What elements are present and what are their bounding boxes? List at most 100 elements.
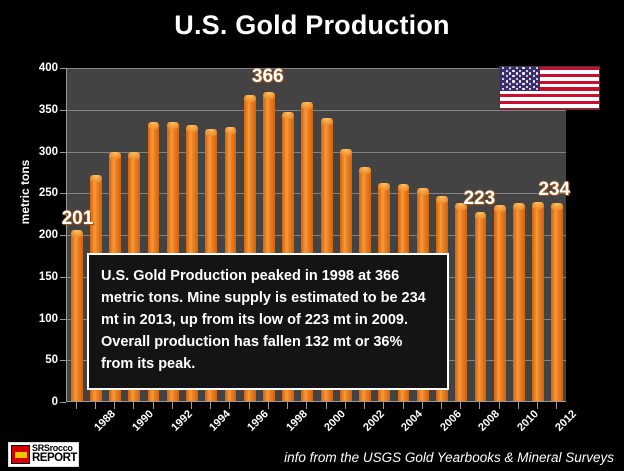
flag-star — [512, 75, 515, 78]
bar-top-cap — [109, 151, 122, 159]
bar-top-cap — [243, 94, 256, 102]
flag-star — [529, 77, 532, 80]
bar-top-cap — [89, 175, 102, 183]
flag-star — [512, 85, 515, 88]
y-axis-tick-label: 50 — [45, 354, 58, 367]
y-axis-tick-label: 250 — [38, 187, 58, 200]
flag-star — [535, 77, 539, 80]
bar-top-cap — [455, 202, 468, 210]
y-axis-tick-mark — [60, 235, 66, 236]
flag-star — [509, 67, 512, 70]
flag-canton — [500, 67, 541, 91]
y-axis-tick-label: 150 — [38, 270, 58, 283]
summary-callout-text: U.S. Gold Production peaked in 1998 at 3… — [101, 268, 426, 373]
bar — [551, 202, 564, 401]
x-axis-tick-label: 2012 — [553, 408, 580, 434]
x-axis-tick-mark — [325, 402, 327, 409]
gridline — [67, 235, 566, 236]
y-axis-tick-label: 350 — [38, 103, 58, 116]
flag-star — [502, 83, 505, 86]
x-axis-tick-mark — [191, 402, 192, 409]
flag-star — [502, 72, 505, 75]
flag-star — [519, 69, 522, 73]
us-flag-icon — [499, 66, 600, 110]
y-axis-tick-mark — [60, 151, 66, 153]
flag-star — [509, 88, 512, 91]
flag-star — [529, 83, 532, 86]
flag-star — [505, 80, 508, 83]
y-axis-tick-label: 200 — [38, 229, 58, 241]
bar-top-cap — [320, 118, 333, 126]
x-axis-tick-mark — [364, 402, 366, 409]
bar-top-cap — [70, 230, 83, 238]
x-axis-tick-mark — [383, 402, 385, 409]
page-title: U.S. Gold Production — [174, 10, 450, 40]
bar-top-cap — [339, 149, 352, 157]
x-axis-tick-mark — [248, 402, 250, 409]
flag-star — [509, 77, 512, 80]
source-attribution: info from the USGS Gold Yearbooks & Mine… — [284, 450, 614, 465]
x-axis-tick-mark — [210, 402, 212, 409]
x-axis-tick-mark — [517, 402, 519, 409]
x-axis-tick-mark — [94, 402, 96, 409]
logo-wordmark: SRSrocco REPORT — [32, 444, 77, 465]
y-axis-tick-mark — [60, 402, 66, 403]
bar-top-cap — [166, 121, 179, 129]
bar — [493, 205, 506, 401]
bar-top-cap — [512, 202, 525, 210]
bar-top-cap — [378, 182, 391, 190]
x-axis-tick-mark — [114, 402, 116, 409]
srsrocco-report-logo: SRSrocco REPORT — [8, 442, 79, 467]
flag-star — [529, 72, 532, 75]
y-axis-tick-label: 0 — [51, 396, 58, 408]
flag-star — [509, 72, 512, 75]
flag-star — [525, 80, 529, 83]
y-axis-tick-mark — [60, 318, 66, 320]
y-axis-tick-mark — [60, 193, 66, 195]
flag-stripe — [500, 77, 599, 81]
flag-star — [512, 69, 515, 73]
x-axis-tick-mark — [267, 402, 269, 409]
flag-star — [512, 80, 515, 83]
x-axis-tick-mark — [306, 402, 308, 409]
bar — [243, 94, 256, 401]
bar-top-cap — [205, 129, 218, 137]
x-axis-tick-label: 1998 — [284, 408, 310, 434]
flag-star — [502, 88, 505, 91]
flag-stripe — [500, 104, 599, 108]
bar-top-cap — [416, 187, 429, 195]
flag-star — [515, 88, 518, 91]
x-axis-tick-mark — [479, 402, 481, 409]
flag-star — [519, 85, 522, 88]
bar-top-cap — [436, 195, 448, 203]
flag-star — [535, 83, 539, 86]
bar-top-cap — [186, 124, 198, 132]
y-axis-tick-label: 300 — [38, 145, 58, 158]
logo-mark-icon — [11, 445, 30, 464]
flag-star — [535, 72, 539, 75]
flag-star — [532, 80, 535, 83]
flag-star — [532, 75, 535, 78]
flag-star — [529, 88, 532, 91]
flag-stripes — [500, 67, 599, 109]
flag-star — [525, 75, 529, 78]
bar-top-cap — [397, 184, 410, 192]
bar-top-cap — [262, 92, 275, 100]
x-axis-tick-mark — [229, 402, 231, 409]
x-axis-tick-mark — [460, 402, 462, 409]
flag-stripe — [500, 94, 599, 98]
gridline — [67, 193, 566, 195]
x-axis-tick-label: 1990 — [130, 408, 157, 434]
x-axis-tick-mark — [537, 402, 539, 409]
bar-top-cap — [224, 126, 237, 134]
flag-stripe — [500, 67, 599, 71]
bar — [455, 202, 468, 401]
x-axis-tick-mark — [441, 402, 442, 409]
flag-stripe — [500, 70, 599, 74]
y-axis-tick-mark — [60, 68, 66, 69]
x-axis-tick-mark — [498, 402, 500, 409]
flag-star — [522, 77, 525, 80]
x-axis-tick-mark — [152, 402, 154, 409]
flag-star — [525, 69, 529, 73]
bar-top-cap — [282, 112, 295, 120]
